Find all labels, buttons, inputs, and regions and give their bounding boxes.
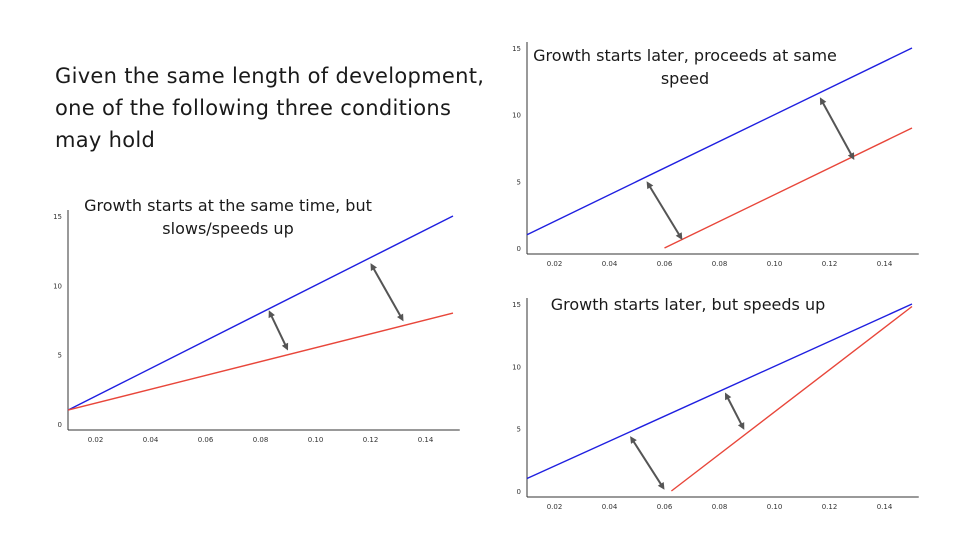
y-tick-label: 15 xyxy=(512,301,521,309)
x-tick-label: 0.14 xyxy=(877,260,893,268)
series-line-blue xyxy=(526,303,913,480)
double-arrow xyxy=(725,392,745,430)
y-tick-label: 15 xyxy=(512,45,521,53)
chart-later-same-speed: 0.02 0.04 0.06 0.08 0.10 0.12 0.14 0 5 10 15 xyxy=(512,42,919,268)
chart-same-start: 0.02 0.04 0.06 0.08 0.10 0.12 0.14 0 5 10 15 xyxy=(53,210,460,444)
x-tick-label: 0.02 xyxy=(547,503,563,511)
arrow-head xyxy=(819,97,827,106)
double-arrow xyxy=(630,436,665,490)
y-tick-label: 5 xyxy=(58,352,62,360)
arrow-shaft xyxy=(632,440,663,486)
x-tick-label: 0.08 xyxy=(712,260,728,268)
y-tick-label: 10 xyxy=(53,282,62,290)
arrow-head xyxy=(268,310,275,319)
x-tick-label: 0.10 xyxy=(767,260,783,268)
y-tick-label: 0 xyxy=(58,421,62,429)
y-tick-label: 0 xyxy=(517,488,521,496)
arrow-head xyxy=(370,263,377,271)
x-tick-label: 0.06 xyxy=(657,260,673,268)
x-tick-label: 0.08 xyxy=(253,436,269,444)
y-tick-label: 0 xyxy=(517,245,521,253)
x-tick-label: 0.14 xyxy=(877,503,893,511)
x-tick-label: 0.04 xyxy=(602,503,618,511)
x-tick-label: 0.12 xyxy=(822,503,838,511)
arrow-head xyxy=(281,342,289,351)
chart-title-same-start: Growth starts at the same time, but slow… xyxy=(84,196,372,238)
arrow-head xyxy=(397,313,404,322)
x-tick-label: 0.14 xyxy=(418,436,434,444)
y-tick-label: 15 xyxy=(53,213,62,221)
slide-heading: Given the same length of development, on… xyxy=(55,64,485,152)
arrow-shaft xyxy=(648,185,681,236)
arrow-shaft xyxy=(270,314,287,346)
arrow-shaft xyxy=(726,397,743,426)
chart-title-later-same-speed: Growth starts later, proceeds at same sp… xyxy=(533,46,837,88)
arrow-head xyxy=(737,422,745,430)
x-tick-label: 0.10 xyxy=(767,503,783,511)
series-line-red xyxy=(664,127,913,249)
arrow-shaft xyxy=(821,101,853,156)
series-line-blue xyxy=(526,47,913,236)
series-line-red xyxy=(67,312,454,411)
series-line-blue xyxy=(67,215,454,411)
x-tick-label: 0.08 xyxy=(712,503,728,511)
x-tick-label: 0.06 xyxy=(657,503,673,511)
arrow-head xyxy=(675,232,683,240)
x-tick-label: 0.12 xyxy=(363,436,379,444)
y-tick-label: 10 xyxy=(512,112,521,120)
x-tick-label: 0.06 xyxy=(198,436,214,444)
arrow-head xyxy=(646,181,654,190)
y-tick-label: 10 xyxy=(512,363,521,371)
arrow-head xyxy=(657,482,665,490)
arrow-head xyxy=(847,152,855,160)
x-tick-label: 0.02 xyxy=(547,260,563,268)
chart-later-speeds-up: 0.02 0.04 0.06 0.08 0.10 0.12 0.14 0 5 10 15 xyxy=(512,298,919,511)
double-arrow xyxy=(268,310,289,351)
double-arrow xyxy=(819,97,855,160)
x-tick-label: 0.04 xyxy=(602,260,618,268)
arrow-head xyxy=(725,392,732,401)
arrow-head xyxy=(630,436,637,444)
y-tick-label: 5 xyxy=(517,426,521,434)
y-tick-label: 5 xyxy=(517,178,521,186)
x-tick-label: 0.04 xyxy=(143,436,159,444)
double-arrow xyxy=(646,181,683,240)
series-line-red xyxy=(670,305,913,492)
x-tick-label: 0.12 xyxy=(822,260,838,268)
double-arrow xyxy=(370,263,404,322)
chart-title-later-speeds-up: Growth starts later, but speeds up xyxy=(550,295,826,314)
x-tick-label: 0.10 xyxy=(308,436,324,444)
arrow-shaft xyxy=(372,267,402,318)
x-tick-label: 0.02 xyxy=(88,436,104,444)
